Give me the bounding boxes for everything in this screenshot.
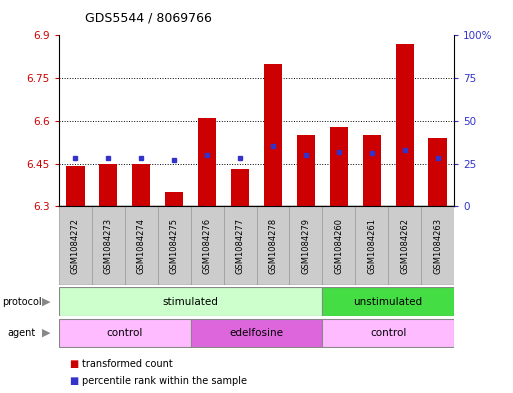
Text: GSM1084279: GSM1084279: [301, 218, 310, 274]
Text: GSM1084272: GSM1084272: [71, 218, 80, 274]
Bar: [388, 206, 421, 285]
Text: transformed count: transformed count: [82, 358, 173, 369]
Bar: [264, 64, 282, 206]
Text: edelfosine: edelfosine: [229, 328, 284, 338]
Bar: [132, 163, 150, 206]
Text: ■: ■: [69, 376, 78, 386]
Text: GSM1084273: GSM1084273: [104, 218, 113, 274]
Text: stimulated: stimulated: [163, 297, 219, 307]
Text: agent: agent: [8, 328, 36, 338]
Bar: [297, 135, 315, 206]
Text: ▶: ▶: [42, 297, 51, 307]
Bar: [125, 206, 158, 285]
Bar: [66, 166, 85, 206]
Bar: [191, 206, 224, 285]
Bar: [428, 138, 447, 206]
Text: GSM1084263: GSM1084263: [433, 218, 442, 274]
Bar: [322, 287, 454, 316]
Bar: [355, 206, 388, 285]
Text: percentile rank within the sample: percentile rank within the sample: [82, 376, 247, 386]
Text: GSM1084278: GSM1084278: [268, 218, 278, 274]
Bar: [92, 206, 125, 285]
Bar: [59, 206, 92, 285]
Text: control: control: [107, 328, 143, 338]
Bar: [330, 127, 348, 206]
Bar: [396, 44, 413, 206]
Text: ■: ■: [69, 358, 78, 369]
Bar: [256, 206, 289, 285]
Text: GSM1084276: GSM1084276: [203, 218, 212, 274]
Bar: [198, 118, 216, 206]
Text: GSM1084275: GSM1084275: [170, 218, 179, 274]
Bar: [191, 319, 322, 347]
Bar: [289, 206, 322, 285]
Bar: [165, 192, 183, 206]
Bar: [322, 319, 454, 347]
Text: protocol: protocol: [3, 297, 42, 307]
Bar: [224, 206, 256, 285]
Text: unstimulated: unstimulated: [353, 297, 423, 307]
Bar: [59, 319, 191, 347]
Text: GSM1084274: GSM1084274: [137, 218, 146, 274]
Text: control: control: [370, 328, 406, 338]
Bar: [421, 206, 454, 285]
Bar: [322, 206, 355, 285]
Text: GDS5544 / 8069766: GDS5544 / 8069766: [85, 12, 211, 25]
Bar: [363, 135, 381, 206]
Bar: [158, 206, 191, 285]
Bar: [100, 163, 117, 206]
Bar: [59, 287, 322, 316]
Text: GSM1084260: GSM1084260: [334, 218, 343, 274]
Text: GSM1084261: GSM1084261: [367, 218, 376, 274]
Text: GSM1084262: GSM1084262: [400, 218, 409, 274]
Text: GSM1084277: GSM1084277: [235, 218, 245, 274]
Bar: [231, 169, 249, 206]
Text: ▶: ▶: [42, 328, 51, 338]
